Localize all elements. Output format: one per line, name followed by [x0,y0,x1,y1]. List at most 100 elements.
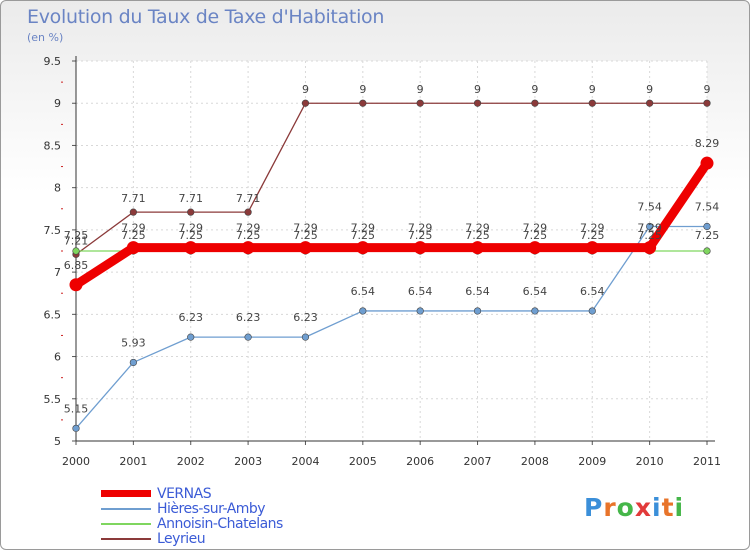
data-label-3: 7.71 [121,192,146,205]
y-tick-label: 6.5 [44,308,62,321]
data-label-0: 7.29 [351,222,376,235]
data-point-1 [72,424,80,432]
data-point-0 [413,241,427,255]
data-point-3 [129,208,137,216]
data-point-0 [585,241,599,255]
data-point-1 [129,358,137,367]
data-label-3: 9 [704,83,711,96]
legend-item-vernas: VERNAS [101,485,212,502]
y-tick-label: 8 [54,182,61,195]
data-label-2: 7.25 [293,229,318,242]
data-label-0: 7.29 [523,222,548,235]
legend-item-hieres: Hières-sur-Amby [101,500,266,517]
legend-label-vernas: VERNAS [157,485,212,502]
data-label-1: 6.54 [523,285,548,298]
data-label-3: 9 [531,83,538,96]
data-point-3 [531,99,539,107]
data-point-2 [703,247,711,255]
data-label-0: 6.85 [64,259,89,272]
data-point-3 [187,208,195,216]
legend-item-annoisin: Annoisin-Chatelans [101,515,283,532]
data-label-2: 7.25 [121,229,146,242]
series-line-3 [75,102,708,256]
data-label-1: 6.54 [351,285,376,298]
data-label-1: 6.23 [236,311,261,324]
data-point-0 [700,156,714,170]
logo-letter: i [652,493,662,522]
data-label-2: 7.25 [523,229,548,242]
data-label-2: 7.25 [580,229,605,242]
chart-unit: (en %) [27,31,64,44]
data-label-0: 7.29 [178,222,203,235]
legend-label-annoisin: Annoisin-Chatelans [157,515,283,532]
data-point-0 [126,241,140,255]
data-point-3 [244,208,252,216]
data-point-3 [416,99,424,107]
proxiti-logo: Proxiti [584,493,684,522]
data-point-1 [244,333,252,341]
y-tick-label: 7 [54,266,61,279]
data-label-1: 5.15 [64,402,89,415]
data-label-1: 7.54 [695,201,720,214]
x-tick-label: 2002 [177,455,205,468]
data-point-0 [471,241,485,255]
x-tick-label: 2004 [291,455,319,468]
data-label-2: 7.25 [236,229,261,242]
data-point-1 [359,307,367,315]
x-tick-label: 2000 [62,455,90,468]
logo-letter: i [674,493,685,522]
y-tick-label: 8.5 [44,139,62,152]
data-label-2: 7.25 [178,229,203,242]
legend-label-hieres: Hières-sur-Amby [157,500,266,517]
data-point-1 [473,307,482,315]
data-label-0: 7.29 [121,222,146,235]
data-label-3: 9 [417,83,424,96]
x-tick-label: 2011 [693,455,721,468]
data-label-3: 7.71 [178,192,203,205]
data-label-3: 7.21 [64,234,89,247]
data-label-3: 9 [302,83,309,96]
data-point-3 [359,99,367,107]
data-point-1 [531,307,539,315]
legend-swatch-hieres [101,507,151,510]
data-label-3: 7.71 [236,192,261,205]
data-label-2: 7.25 [408,229,433,242]
legend-swatch-annoisin [101,522,151,525]
x-tick-label: 2001 [119,455,147,468]
data-label-3: 9 [589,83,596,96]
data-label-1: 6.23 [293,311,318,324]
data-label-0: 7.29 [293,222,318,235]
data-point-3 [301,99,310,107]
y-tick-label: 5.5 [44,393,62,406]
data-label-2: 7.25 [351,229,376,242]
data-label-0: 7.29 [236,222,261,235]
x-tick-label: 2007 [464,455,492,468]
data-point-3 [646,99,654,107]
data-label-2: 7.25 [64,229,89,242]
legend-swatch-vernas [101,490,151,497]
data-label-3: 9 [474,83,481,96]
series-line-1 [75,225,708,429]
data-label-0: 7.29 [408,222,433,235]
x-tick-label: 2009 [578,455,606,468]
data-point-1 [703,222,711,231]
data-label-0: 7.29 [580,222,605,235]
data-point-3 [703,99,711,107]
data-label-1: 5.93 [121,336,146,349]
data-point-0 [69,278,83,292]
x-tick-label: 2005 [349,455,377,468]
data-point-1 [187,333,195,341]
data-label-2: 7.25 [637,229,662,242]
chart-title: Evolution du Taux de Taxe d'Habitation [27,6,385,28]
series-line-0 [71,158,712,290]
data-label-0: 7.29 [465,222,490,235]
data-label-1: 6.54 [408,285,433,298]
y-tick-label: 6 [54,351,61,364]
data-point-3 [588,99,596,107]
data-point-0 [241,241,255,255]
data-label-0: 8.29 [695,137,720,150]
x-tick-label: 2008 [521,455,549,468]
data-label-2: 7.25 [465,229,490,242]
legend-item-leyrieu: Leyrieu [101,531,206,547]
